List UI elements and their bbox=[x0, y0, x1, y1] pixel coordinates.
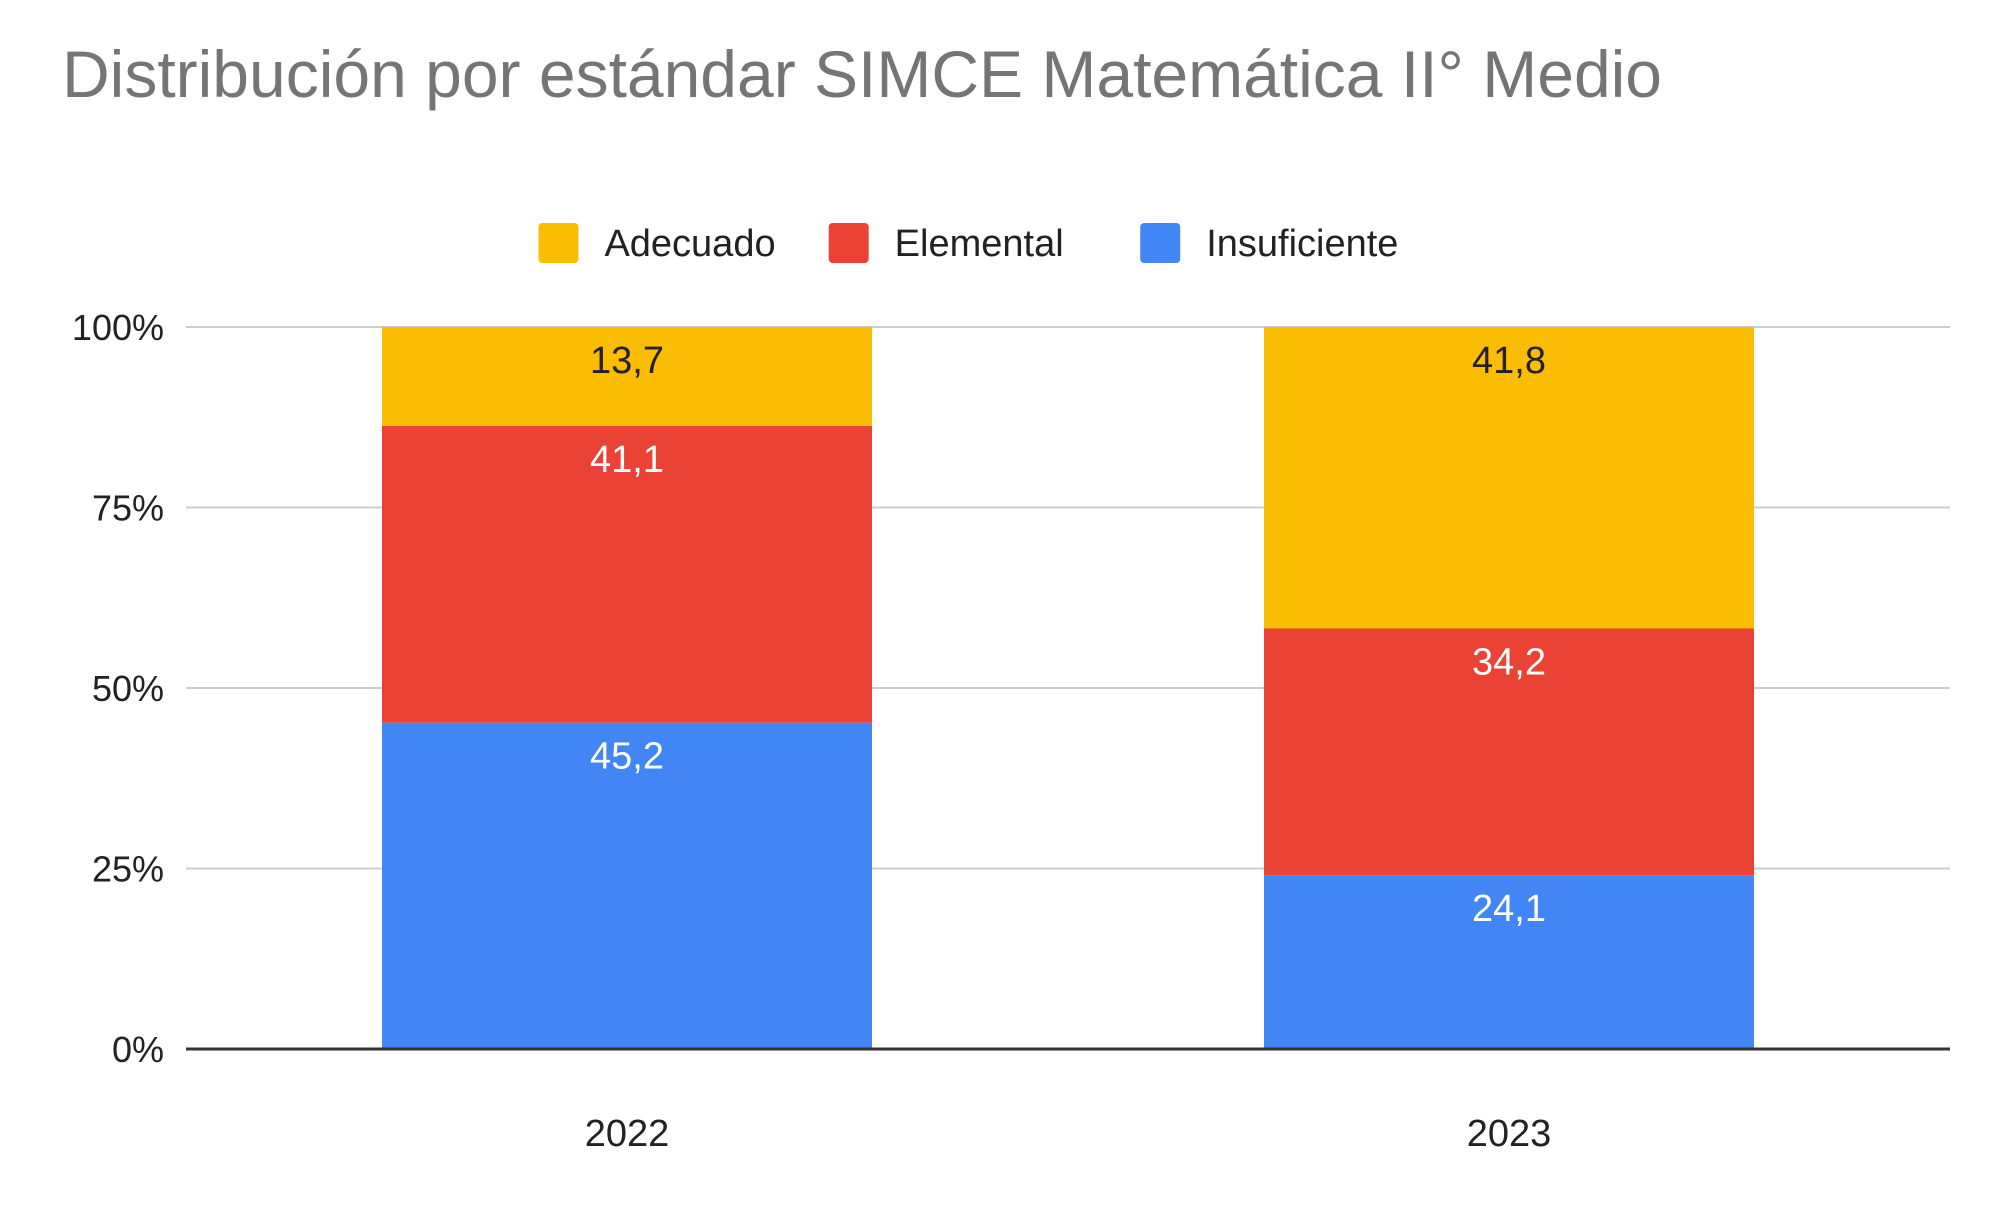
legend-swatch-elemental bbox=[828, 223, 869, 263]
chart-title: Distribución por estándar SIMCE Matemáti… bbox=[62, 37, 1663, 111]
bar-segment-elemental-2023 bbox=[1264, 628, 1754, 876]
data-label: 34,2 bbox=[1472, 641, 1546, 683]
y-tick-label: 25% bbox=[92, 849, 164, 890]
bars: 45,2 41,1 13,7 24,1 34,2 41,8 bbox=[382, 327, 1754, 1049]
data-label: 24,1 bbox=[1472, 888, 1546, 930]
legend-label-elemental: Elemental bbox=[895, 223, 1064, 265]
legend-label-insuficiente: Insuficiente bbox=[1206, 223, 1398, 265]
data-label: 13,7 bbox=[590, 340, 664, 382]
legend-label-adecuado: Adecuado bbox=[604, 223, 775, 265]
data-label: 45,2 bbox=[590, 736, 664, 778]
x-category-label: 2023 bbox=[1467, 1113, 1552, 1155]
x-category-label: 2022 bbox=[585, 1113, 670, 1155]
bar-segment-insuficiente-2022 bbox=[382, 722, 872, 1049]
data-label: 41,1 bbox=[590, 439, 664, 481]
legend-swatch-insuficiente bbox=[1140, 223, 1181, 263]
data-label: 41,8 bbox=[1472, 340, 1546, 382]
bar-segment-adecuado-2023 bbox=[1264, 327, 1754, 629]
bar-segment-insuficiente-2023 bbox=[1264, 875, 1754, 1049]
y-tick-label: 50% bbox=[92, 668, 164, 709]
legend-swatch-adecuado bbox=[538, 223, 579, 263]
y-tick-label: 100% bbox=[72, 307, 164, 348]
y-tick-label: 75% bbox=[92, 488, 164, 529]
bar-segment-elemental-2022 bbox=[382, 425, 872, 723]
legend: Adecuado Elemental Insuficiente bbox=[538, 223, 1398, 265]
bar-segment-adecuado-2022 bbox=[382, 327, 872, 426]
y-tick-label: 0% bbox=[112, 1029, 164, 1070]
axes: 0% 25% 50% 75% 100% 2022 2023 bbox=[72, 307, 1950, 1155]
